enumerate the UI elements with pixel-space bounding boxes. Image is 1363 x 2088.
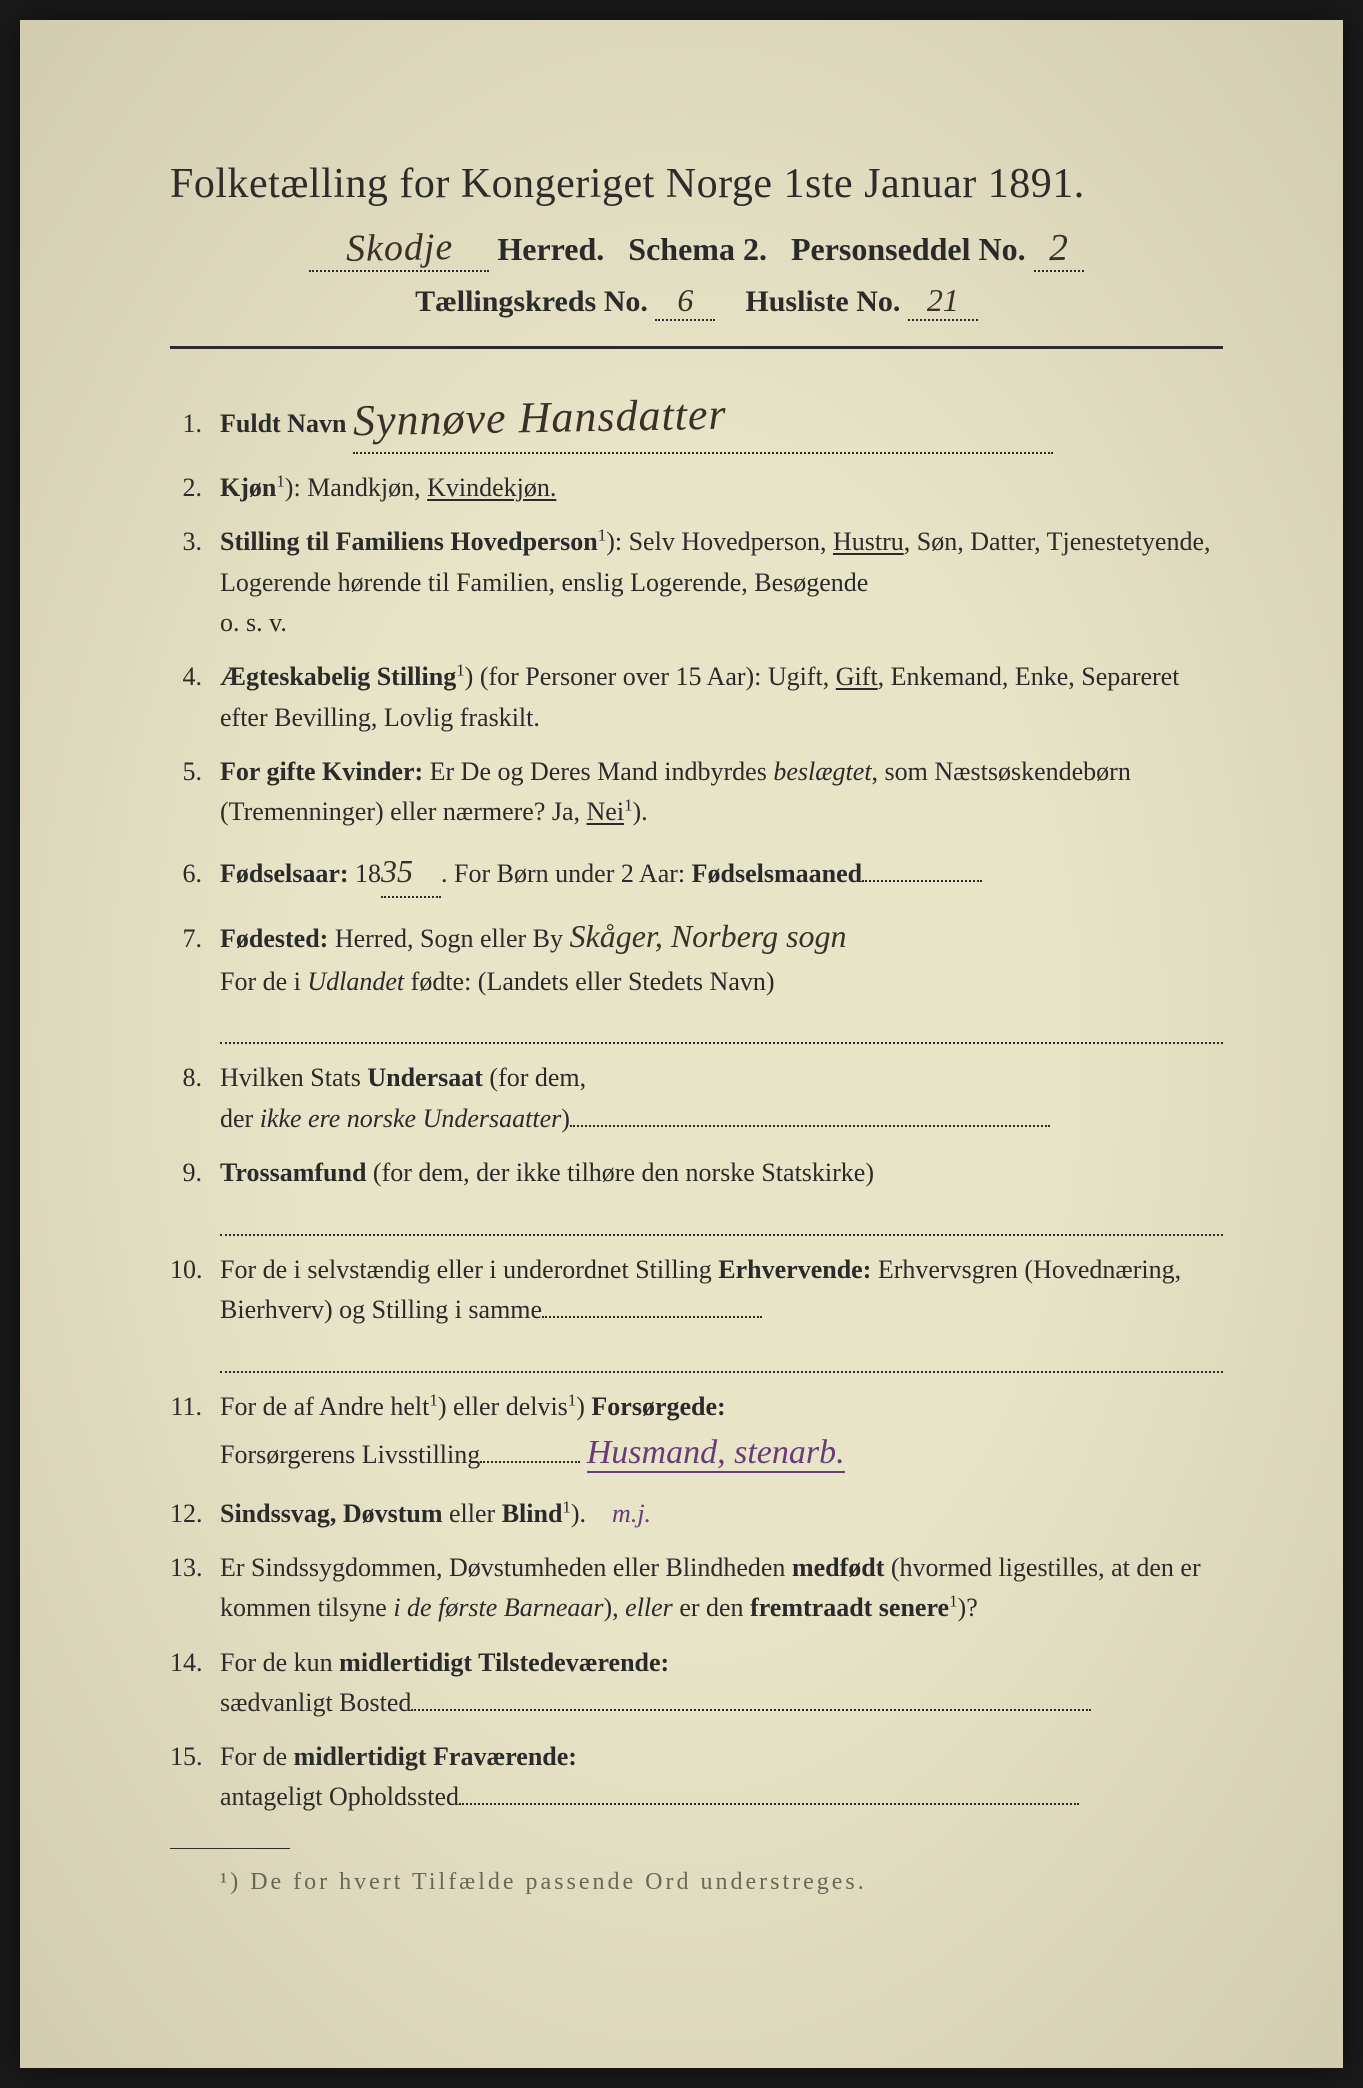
divider-top (170, 346, 1223, 349)
header-line-1: Skodje Herred. Schema 2. Personseddel No… (170, 226, 1223, 272)
taellingskreds-no: 6 (677, 282, 693, 318)
sex-selected: Kvindekjøn. (427, 473, 556, 502)
birth-year: 35 (381, 853, 413, 889)
census-form-page: Folketælling for Kongeriget Norge 1ste J… (20, 20, 1343, 2068)
field-10: 10. For de i selvstændig eller i underor… (170, 1250, 1223, 1373)
field-5: 5. For gifte Kvinder: Er De og Deres Man… (170, 752, 1223, 833)
relation-selected: Hustru (833, 527, 904, 556)
field-11: 11. For de af Andre helt1) eller delvis1… (170, 1387, 1223, 1480)
provider-value: Husmand, stenarb. (587, 1434, 845, 1473)
full-name-value: Synnøve Hansdatter (352, 381, 727, 456)
herred-label: Herred. (497, 231, 604, 267)
personseddel-no: 2 (1048, 226, 1069, 270)
marital-selected: Gift (836, 662, 878, 691)
field-6: 6. Fødselsaar: 1835. For Børn under 2 Aa… (170, 847, 1223, 899)
herred-value: Skodje (345, 225, 453, 271)
field-15: 15. For de midlertidigt Fraværende: anta… (170, 1737, 1223, 1818)
field-7: 7. Fødested: Herred, Sogn eller By Skåge… (170, 912, 1223, 1044)
field-3: 3. Stilling til Familiens Hovedperson1):… (170, 522, 1223, 643)
field-12: 12. Sindssvag, Døvstum eller Blind1). m.… (170, 1494, 1223, 1534)
birthplace-value: Skåger, Norberg sogn (570, 918, 847, 954)
personseddel-label: Personseddel No. (791, 231, 1026, 267)
field-4: 4. Ægteskabelig Stilling1) (for Personer… (170, 657, 1223, 738)
divider-footnote (170, 1848, 290, 1849)
field-13: 13. Er Sindssygdommen, Døvstumheden elle… (170, 1548, 1223, 1629)
husliste-label: Husliste No. (745, 285, 900, 318)
field-8: 8. Hvilken Stats Undersaat (for dem, der… (170, 1058, 1223, 1139)
field-9: 9. Trossamfund (for dem, der ikke tilhør… (170, 1153, 1223, 1236)
husliste-no: 21 (927, 282, 959, 318)
header-line-2: Tællingskreds No. 6 Husliste No. 21 (170, 282, 1223, 321)
schema-label: Schema 2. (628, 231, 767, 267)
related-selected: Nei (587, 797, 625, 826)
field-1: 1. Fuldt Navn Synnøve Hansdatter (170, 384, 1223, 454)
taellingskreds-label: Tællingskreds No. (415, 285, 648, 318)
disability-note: m.j. (612, 1499, 651, 1528)
footnote-text: ¹) De for hvert Tilfælde passende Ord un… (170, 1869, 1223, 1896)
page-title: Folketælling for Kongeriget Norge 1ste J… (170, 160, 1223, 208)
field-14: 14. For de kun midlertidigt Tilstedevære… (170, 1643, 1223, 1724)
field-2: 2. Kjøn1): Mandkjøn, Kvindekjøn. (170, 468, 1223, 508)
